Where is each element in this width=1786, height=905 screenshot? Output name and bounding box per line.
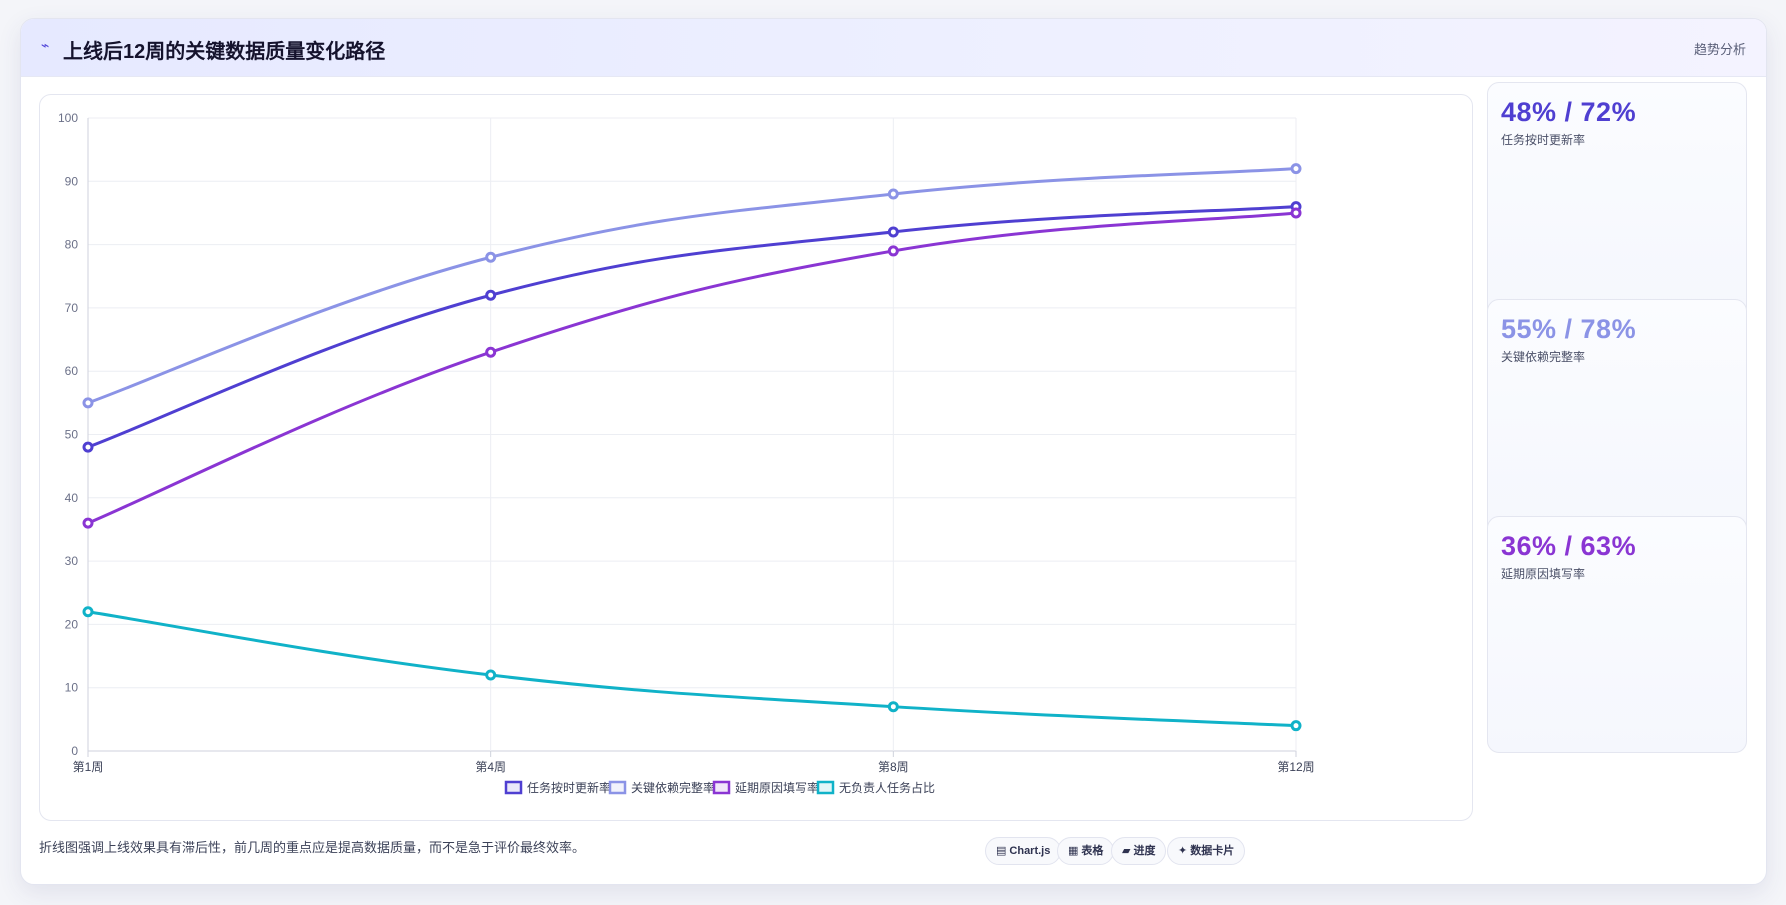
series-line-3 [87, 211, 1297, 525]
series-line-2 [87, 167, 1297, 405]
data-point [1290, 163, 1302, 175]
legend-swatch [816, 780, 835, 795]
data-point [887, 701, 899, 713]
data-point [82, 517, 94, 529]
legend-label: 延期原因填写率 [735, 780, 819, 795]
kpi-card-dependency-complete: 55% / 78% 关键依赖完整率 [1487, 299, 1747, 536]
kpi-label: 延期原因填写率 [1501, 567, 1586, 581]
chip-table[interactable]: ▦ 表格 [1057, 837, 1115, 865]
x-tick-label: 第1周 [73, 760, 104, 774]
sparkle-icon: ✦ [1178, 845, 1188, 857]
data-point [1290, 720, 1302, 732]
data-point [82, 441, 94, 453]
data-point [485, 669, 497, 681]
x-tick-label: 第8周 [878, 760, 909, 774]
chip-label: 表格 [1081, 845, 1104, 857]
series-line-4 [87, 610, 1297, 728]
x-tick-label: 第4周 [475, 760, 506, 774]
y-tick-label: 70 [65, 301, 79, 315]
legend-label: 无负责人任务占比 [839, 780, 935, 795]
y-tick-label: 20 [65, 617, 79, 631]
kpi-label: 关键依赖完整率 [1501, 350, 1586, 364]
y-tick-label: 50 [65, 428, 79, 442]
data-point [887, 188, 899, 200]
trend-analysis-tag: 趋势分析 [1693, 42, 1746, 57]
y-tick-label: 0 [71, 744, 78, 758]
grid-icon: ▦ [1068, 845, 1079, 857]
line-chart: 0 10 20 30 40 50 60 70 80 90 100 第1周 第4周 第8周 第12周任务按时更… [58, 111, 1315, 795]
data-point [82, 606, 94, 618]
legend-label: 关键依赖完整率 [631, 780, 715, 795]
y-tick-label: 30 [65, 554, 79, 568]
progress-icon: ▰ [1122, 845, 1131, 857]
legend-label: 任务按时更新率 [527, 780, 611, 795]
chart-card: ⌁ 上线后12周的关键数据质量变化路径 趋势分析 0 10 20 30 40 50 60 70… [20, 18, 1767, 885]
series-line-1 [87, 205, 1297, 449]
card-header: ⌁ 上线后12周的关键数据质量变化路径 趋势分析 [21, 19, 1766, 77]
chip-label: 数据卡片 [1190, 845, 1235, 857]
chip-label: Chart.js [1009, 845, 1051, 857]
footer-note: 折线图强调上线效果具有滞后性，前几周的重点应是提高数据质量，而不是急于评价最终效… [39, 840, 586, 855]
y-tick-label: 80 [65, 238, 79, 252]
card-title: 上线后12周的关键数据质量变化路径 [63, 41, 386, 63]
y-tick-label: 90 [65, 174, 79, 188]
chip-progress[interactable]: ▰ 进度 [1111, 837, 1167, 865]
chip-chartjs[interactable]: ▤ Chart.js [985, 837, 1062, 865]
data-point [485, 346, 497, 358]
line-chart-panel: 0 10 20 30 40 50 60 70 80 90 100 第1周 第4周 第8周 第12周任务按时更… [39, 94, 1473, 821]
y-tick-label: 10 [65, 681, 79, 695]
chip-label: 进度 [1133, 845, 1156, 857]
legend-swatch [712, 780, 731, 795]
x-tick-label: 第12周 [1277, 760, 1314, 774]
y-tick-label: 100 [58, 111, 78, 125]
legend-swatch [504, 780, 523, 795]
data-point [82, 397, 94, 409]
table-icon: ▤ [996, 845, 1007, 857]
data-point [485, 251, 497, 263]
kpi-value: 36% / 63% [1501, 531, 1637, 561]
data-point [887, 226, 899, 238]
kpi-card-on-time-update: 48% / 72% 任务按时更新率 [1487, 82, 1747, 319]
data-point [887, 245, 899, 257]
data-point [1290, 207, 1302, 219]
kpi-label: 任务按时更新率 [1501, 133, 1586, 147]
kpi-value: 48% / 72% [1501, 97, 1637, 127]
kpi-value: 55% / 78% [1501, 314, 1637, 344]
kpi-card-delay-reason: 36% / 63% 延期原因填写率 [1487, 516, 1747, 753]
y-tick-label: 60 [65, 364, 79, 378]
legend-swatch [608, 780, 627, 795]
y-tick-label: 40 [65, 491, 79, 505]
trend-icon: ⌁ [41, 37, 50, 53]
chip-data-card[interactable]: ✦ 数据卡片 [1167, 837, 1246, 865]
data-point [485, 289, 497, 301]
